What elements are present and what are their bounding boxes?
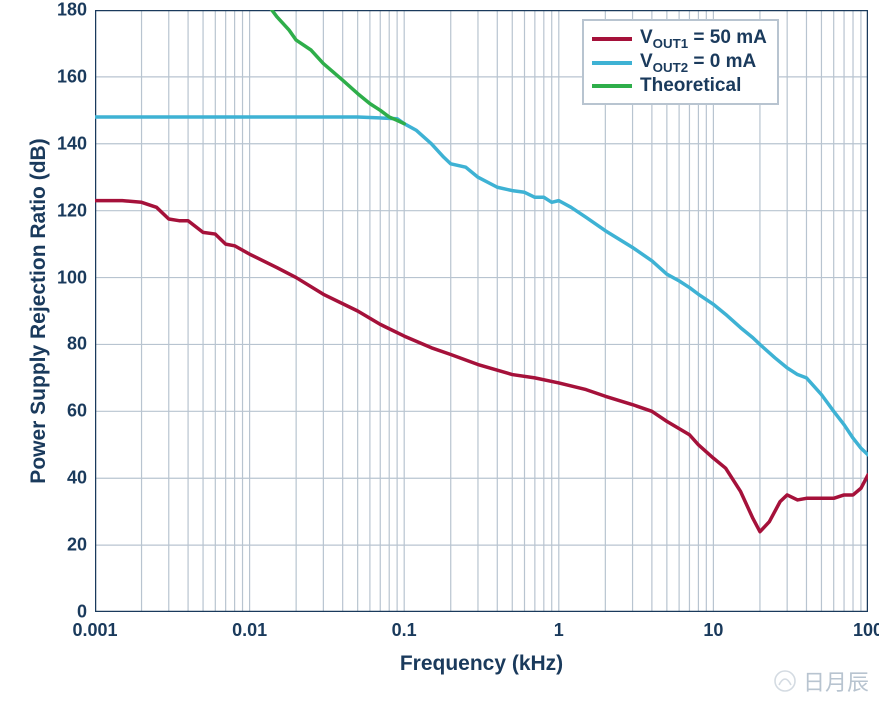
x-tick-label: 0.01 [232,620,267,641]
series-theoretical [235,10,405,124]
watermark-icon [773,669,797,693]
y-tick-label: 160 [57,66,87,87]
legend-label: Theoretical [640,75,741,97]
y-tick-label: 80 [67,334,87,355]
x-tick-label: 0.001 [72,620,117,641]
x-tick-label: 0.1 [392,620,417,641]
legend-swatch [592,61,632,65]
y-tick-label: 40 [67,468,87,489]
y-tick-label: 60 [67,401,87,422]
y-tick-label: 180 [57,0,87,21]
series-vout1 [95,201,868,532]
x-tick-label: 100 [853,620,879,641]
x-axis-label: Frequency (kHz) [95,652,868,676]
y-tick-label: 140 [57,133,87,154]
y-axis-label: Power Supply Rejection Ratio (dB) [27,10,51,612]
x-tick-label: 1 [554,620,564,641]
y-tick-label: 120 [57,200,87,221]
legend-item-vout1: VOUT1 = 50 mA [592,27,767,51]
legend-item-vout2: VOUT2 = 0 mA [592,51,767,75]
legend-item-theoretical: Theoretical [592,75,767,97]
y-tick-label: 20 [67,535,87,556]
legend-swatch [592,84,632,88]
y-tick-label: 100 [57,267,87,288]
legend-label: VOUT1 = 50 mA [640,27,767,51]
legend-swatch [592,37,632,41]
watermark-text: 日月辰 [803,665,869,697]
psrr-chart: VOUT1 = 50 mAVOUT2 = 0 mATheoretical 020… [0,0,879,705]
x-tick-label: 10 [703,620,723,641]
legend: VOUT1 = 50 mAVOUT2 = 0 mATheoretical [582,19,779,105]
plot-area: VOUT1 = 50 mAVOUT2 = 0 mATheoretical 020… [95,10,868,612]
series-vout2 [95,117,868,455]
legend-label: VOUT2 = 0 mA [640,51,756,75]
watermark: 日月辰 [773,665,869,697]
